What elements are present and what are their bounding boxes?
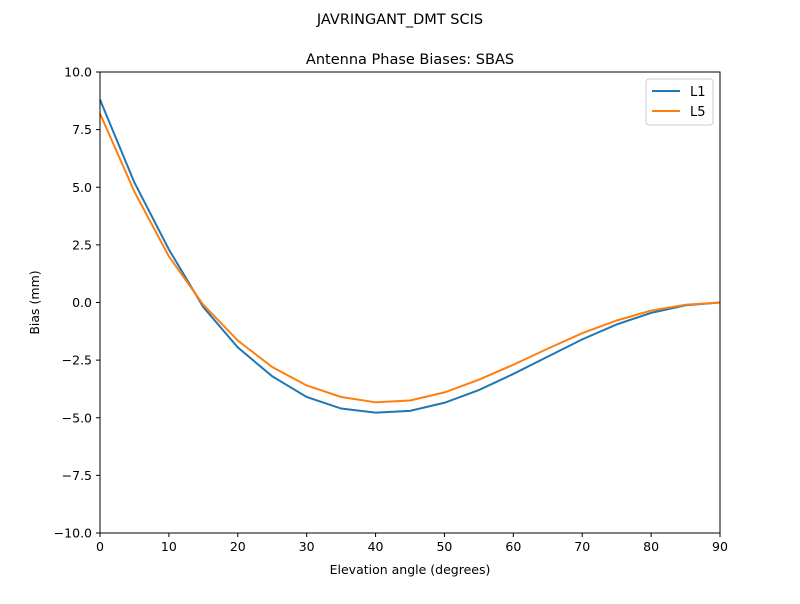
- x-tick-label: 50: [436, 539, 452, 554]
- y-tick-label: −10.0: [54, 526, 92, 541]
- x-tick-label: 80: [643, 539, 659, 554]
- y-axis-label: Bias (mm): [27, 270, 42, 334]
- x-tick-label: 60: [505, 539, 521, 554]
- series-line-l1: [99, 99, 721, 414]
- series-layer: [99, 99, 721, 414]
- ticks-layer: 0 10 20 30 40 50 60 70 80 90 −10.0 −7.5 −5.0 −2.5 0.0 2…: [54, 65, 728, 555]
- x-tick-label: 30: [299, 539, 315, 554]
- x-tick-label: 90: [712, 539, 728, 554]
- series-line-l5: [99, 113, 721, 404]
- x-tick-label: 20: [230, 539, 246, 554]
- chart-title: Antenna Phase Biases: SBAS: [306, 52, 514, 68]
- legend-label-l1: L1: [690, 85, 706, 100]
- y-tick-label: −7.5: [62, 468, 92, 483]
- x-tick-label: 40: [368, 539, 384, 554]
- y-tick-label: 0.0: [72, 295, 92, 310]
- y-tick-label: 7.5: [72, 122, 92, 137]
- figure-suptitle: JAVRINGANT_DMT SCIS: [316, 12, 483, 28]
- y-tick-label: −5.0: [62, 410, 92, 425]
- legend: L1 L5: [645, 78, 714, 126]
- y-tick-label: 5.0: [72, 180, 92, 195]
- legend-label-l5: L5: [690, 105, 706, 120]
- x-tick-label: 10: [161, 539, 177, 554]
- y-tick-label: 2.5: [72, 237, 92, 252]
- plot-frame: [99, 71, 721, 534]
- x-tick-label: 70: [574, 539, 590, 554]
- x-tick-label: 0: [96, 539, 104, 554]
- y-tick-label: −2.5: [62, 353, 92, 368]
- x-axis-label: Elevation angle (degrees): [330, 562, 491, 577]
- y-tick-label: 10.0: [64, 65, 92, 80]
